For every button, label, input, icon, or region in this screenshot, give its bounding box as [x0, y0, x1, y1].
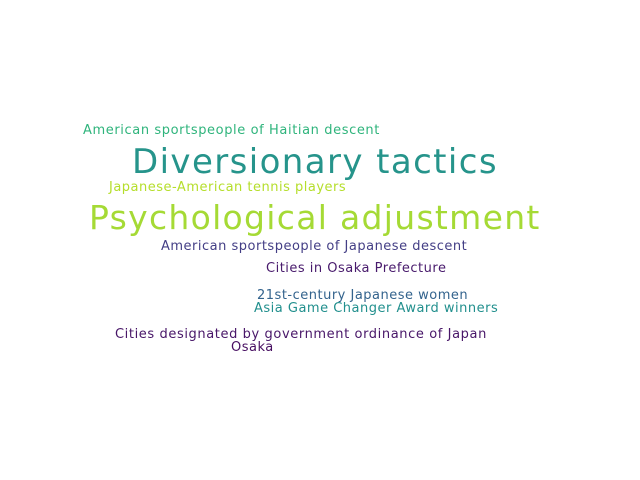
word-21st-century-japanese-women: 21st-century Japanese women — [257, 288, 469, 303]
word-american-sportspeople-japanese: American sportspeople of Japanese descen… — [161, 239, 468, 254]
word-asia-game-changer: Asia Game Changer Award winners — [254, 301, 499, 316]
word-psychological-adjustment: Psychological adjustment — [89, 198, 541, 237]
word-cities-designated-ordinance: Cities designated by government ordinanc… — [115, 327, 487, 342]
word-japanese-american-tennis: Japanese-American tennis players — [109, 180, 347, 195]
word-osaka: Osaka — [231, 340, 274, 355]
word-cities-osaka-prefecture: Cities in Osaka Prefecture — [266, 261, 447, 276]
word-american-sportspeople-haitian: American sportspeople of Haitian descent — [83, 123, 380, 138]
word-diversionary-tactics: Diversionary tactics — [132, 142, 498, 182]
